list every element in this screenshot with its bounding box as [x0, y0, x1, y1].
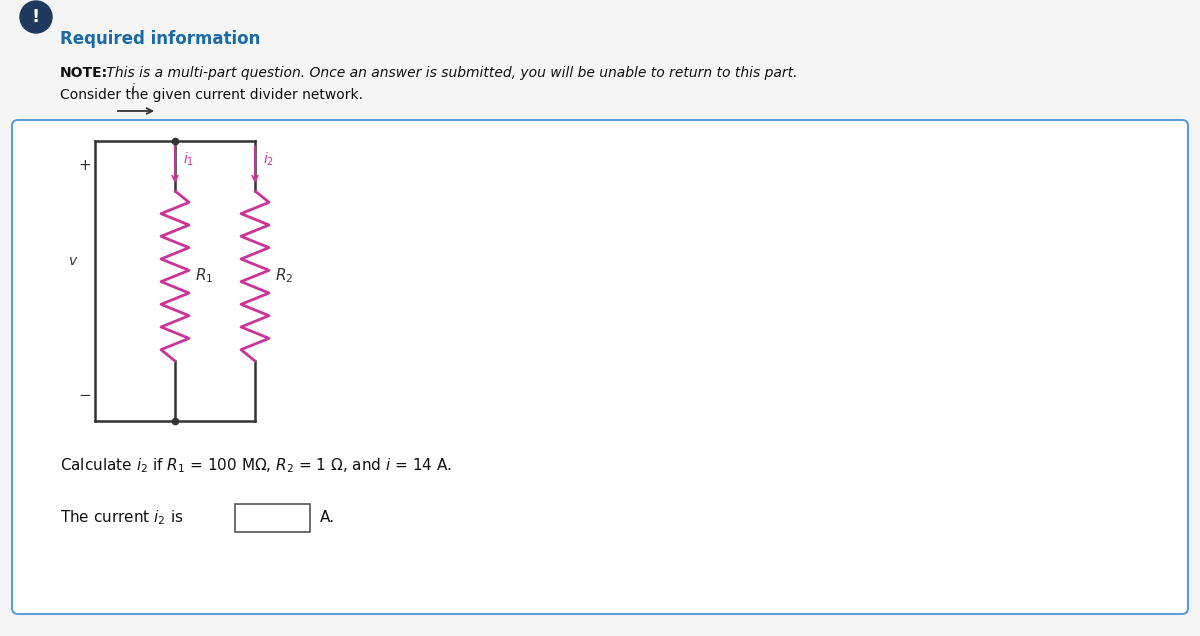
Text: +: +: [79, 158, 91, 174]
Text: Required information: Required information: [60, 30, 260, 48]
Text: $i_2$: $i_2$: [263, 151, 274, 169]
Text: $R_1$: $R_1$: [194, 266, 214, 286]
Text: −: −: [79, 389, 91, 403]
Text: NOTE:: NOTE:: [60, 66, 108, 80]
Text: Calculate $i_2$ if $R_1$ = 100 M$\Omega$, $R_2$ = 1 $\Omega$, and $i$ = 14 A.: Calculate $i_2$ if $R_1$ = 100 M$\Omega$…: [60, 457, 452, 475]
Text: $R_2$: $R_2$: [275, 266, 293, 286]
Text: $v$: $v$: [68, 254, 78, 268]
FancyBboxPatch shape: [12, 120, 1188, 614]
Bar: [235, 504, 310, 532]
Text: !: !: [32, 8, 40, 26]
Text: The current $i_2$ is: The current $i_2$ is: [60, 509, 184, 527]
Text: This is a multi-part question. Once an answer is submitted, you will be unable t: This is a multi-part question. Once an a…: [102, 66, 798, 80]
Circle shape: [20, 1, 52, 33]
Text: $i_1$: $i_1$: [182, 151, 194, 169]
Text: A.: A.: [320, 511, 335, 525]
Text: $i$: $i$: [130, 82, 136, 97]
Text: Consider the given current divider network.: Consider the given current divider netwo…: [60, 88, 364, 102]
